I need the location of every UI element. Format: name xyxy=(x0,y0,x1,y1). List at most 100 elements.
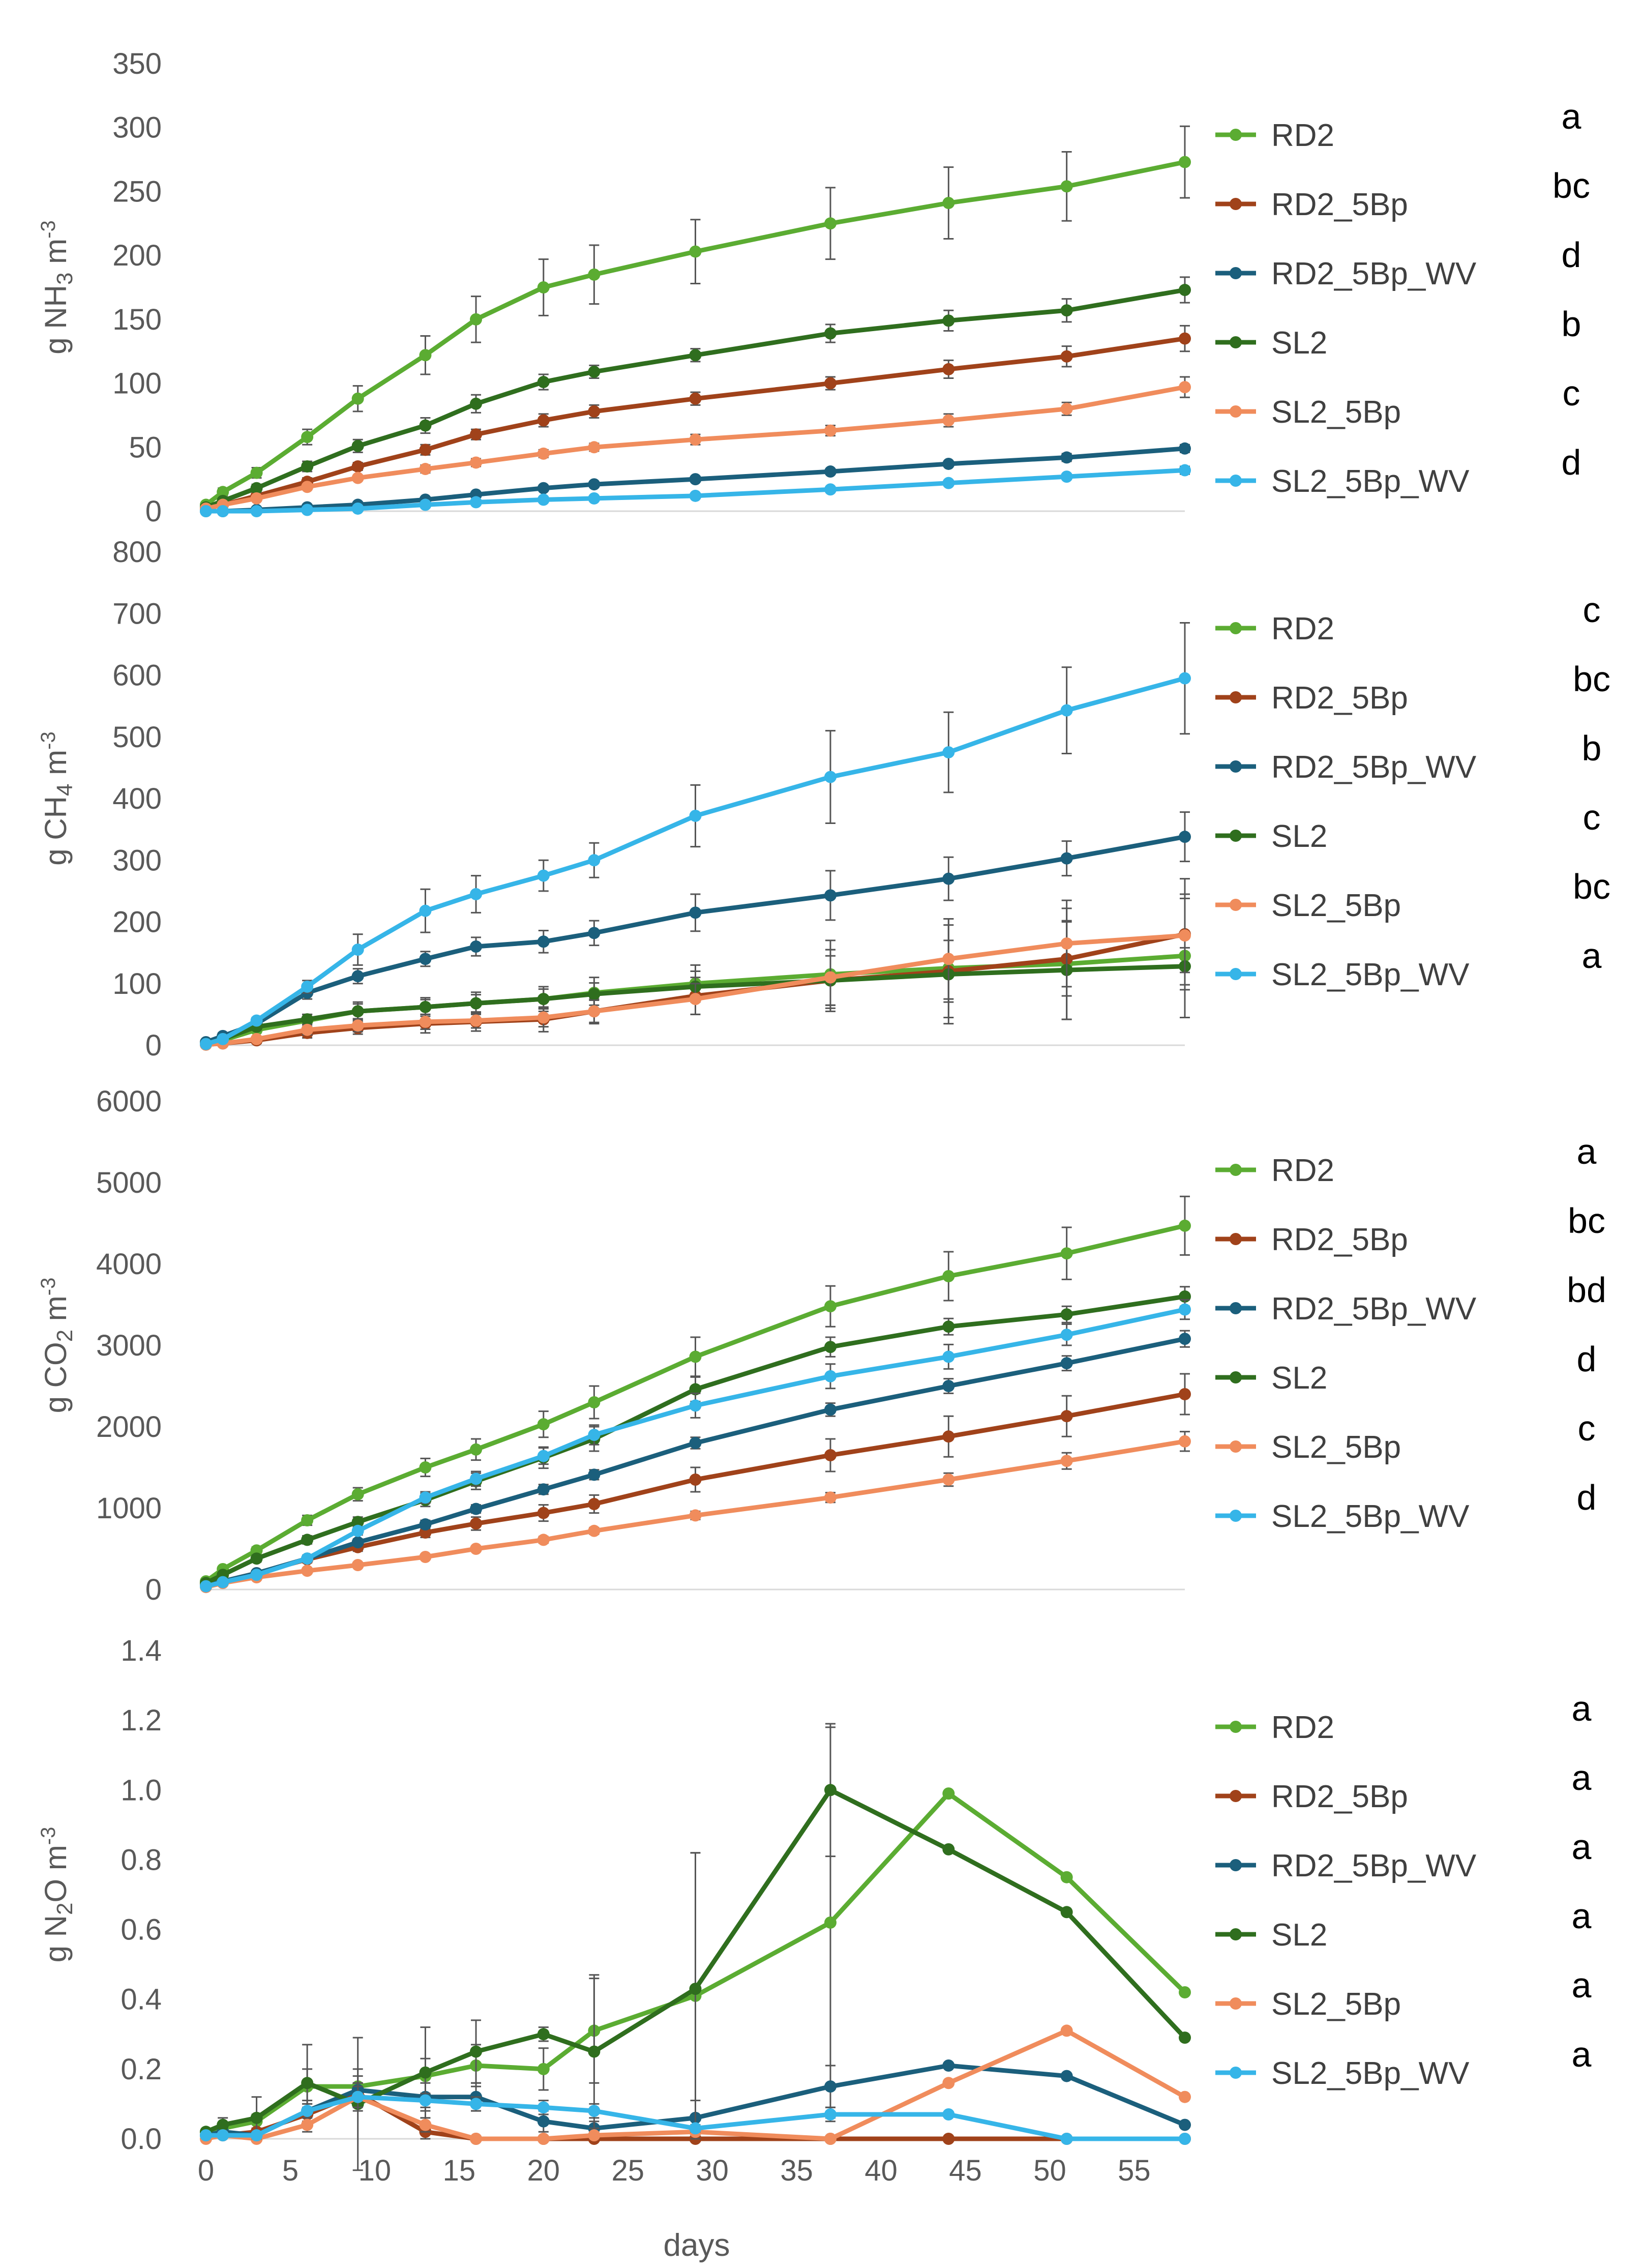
data-point xyxy=(1179,332,1191,345)
y-tick-label: 0.6 xyxy=(121,1913,162,1947)
series-line xyxy=(203,676,1187,1047)
data-point xyxy=(537,2133,550,2145)
legend-marker xyxy=(1230,1302,1242,1314)
legend-label: RD2_5Bp xyxy=(1271,681,1408,716)
data-point xyxy=(250,1569,263,1581)
data-point xyxy=(824,2133,837,2145)
data-point xyxy=(351,502,364,515)
y-axis-title-part: g NH xyxy=(39,285,73,355)
legend-marker xyxy=(1230,1859,1242,1871)
data-point xyxy=(351,970,364,983)
data-point xyxy=(1179,672,1191,685)
data-point xyxy=(537,1011,550,1024)
data-point xyxy=(301,1013,314,1026)
data-point xyxy=(1060,1329,1073,1341)
data-point xyxy=(588,1498,601,1510)
data-point xyxy=(301,1552,314,1565)
y-tick-label: 800 xyxy=(112,536,162,569)
series-line xyxy=(203,1439,1187,1589)
series-rd2 xyxy=(200,125,1191,511)
y-tick-label: 1.0 xyxy=(121,1774,162,1807)
legend-marker xyxy=(1230,899,1242,911)
data-point xyxy=(824,327,837,340)
data-point xyxy=(942,363,955,375)
data-point xyxy=(301,1514,314,1526)
y-axis-title-part: 4 xyxy=(52,784,77,796)
y-tick-label: 2000 xyxy=(96,1410,162,1444)
y-axis-title-part: 2 xyxy=(52,1903,77,1915)
significance-letter: bc xyxy=(1552,166,1590,205)
y-axis-title: g NH3 m-3 xyxy=(37,220,77,354)
y-tick-label: 6000 xyxy=(96,1085,162,1118)
data-point xyxy=(1179,284,1191,297)
data-point xyxy=(250,492,263,505)
data-point xyxy=(942,1350,955,1363)
y-tick-label: 3000 xyxy=(96,1329,162,1362)
data-point xyxy=(419,2118,432,2131)
x-tick-label: 25 xyxy=(611,2154,644,2187)
data-point xyxy=(1060,180,1073,193)
data-point xyxy=(1179,156,1191,168)
significance-letter: b xyxy=(1582,728,1602,768)
significance-letter: d xyxy=(1577,1478,1597,1517)
series-line xyxy=(203,1307,1187,1589)
data-point xyxy=(250,466,263,479)
data-point xyxy=(1179,2090,1191,2103)
data-point xyxy=(824,1300,837,1313)
y-axis-title-part: -3 xyxy=(37,731,59,750)
data-point xyxy=(351,2090,364,2103)
data-point xyxy=(942,1270,955,1282)
data-point xyxy=(351,1559,364,1571)
legend-label: SL2_5Bp_WV xyxy=(1271,957,1470,992)
data-point xyxy=(588,927,601,939)
data-point xyxy=(824,1341,837,1353)
data-point xyxy=(351,1536,364,1549)
significance-letter: bc xyxy=(1573,659,1610,699)
x-tick-label: 5 xyxy=(282,2154,298,2187)
data-point xyxy=(689,433,702,446)
legend-marker xyxy=(1230,129,1242,141)
data-point xyxy=(1179,381,1191,394)
data-point xyxy=(250,1033,263,1045)
data-point xyxy=(351,1524,364,1537)
data-point xyxy=(689,245,702,258)
data-point xyxy=(588,1468,601,1481)
significance-letter: c xyxy=(1578,1408,1596,1448)
legend-marker xyxy=(1230,267,1242,279)
chart-panel-co2: 0 1000 2000 3000 4000 5000 6000 g CO2 m-3 RD2 a RD… xyxy=(37,1085,1606,1606)
data-point xyxy=(250,505,263,517)
y-axis-title-part: O m xyxy=(39,1845,73,1902)
significance-letter: a xyxy=(1572,2035,1592,2074)
series-line xyxy=(203,336,1187,511)
data-point xyxy=(537,993,550,1006)
data-point xyxy=(419,444,432,456)
data-point xyxy=(301,481,314,493)
data-point xyxy=(301,1565,314,1577)
data-point xyxy=(1179,1388,1191,1400)
y-tick-label: 200 xyxy=(112,906,162,939)
data-point xyxy=(419,2094,432,2107)
significance-letter: a xyxy=(1572,1965,1592,2005)
y-tick-label: 1.2 xyxy=(121,1704,162,1737)
data-point xyxy=(942,1474,955,1486)
y-tick-label: 50 xyxy=(129,431,162,464)
data-point xyxy=(351,1019,364,1032)
data-point xyxy=(537,1483,550,1496)
x-tick-label: 20 xyxy=(527,2154,560,2187)
significance-letter: a xyxy=(1577,1132,1597,1171)
legend-marker xyxy=(1230,1440,1242,1453)
data-point xyxy=(217,505,229,517)
legend-label: SL2_5Bp_WV xyxy=(1271,1499,1470,1534)
y-tick-label: 600 xyxy=(112,659,162,692)
data-point xyxy=(1060,470,1073,483)
legend-label: SL2_5Bp xyxy=(1271,1987,1401,2022)
y-tick-label: 400 xyxy=(112,782,162,815)
data-point xyxy=(537,376,550,389)
data-point xyxy=(470,1443,483,1456)
data-point xyxy=(942,2077,955,2089)
data-point xyxy=(1060,1410,1073,1423)
data-point xyxy=(301,980,314,993)
data-point xyxy=(689,392,702,405)
legend-marker xyxy=(1230,968,1242,980)
data-point xyxy=(351,944,364,956)
